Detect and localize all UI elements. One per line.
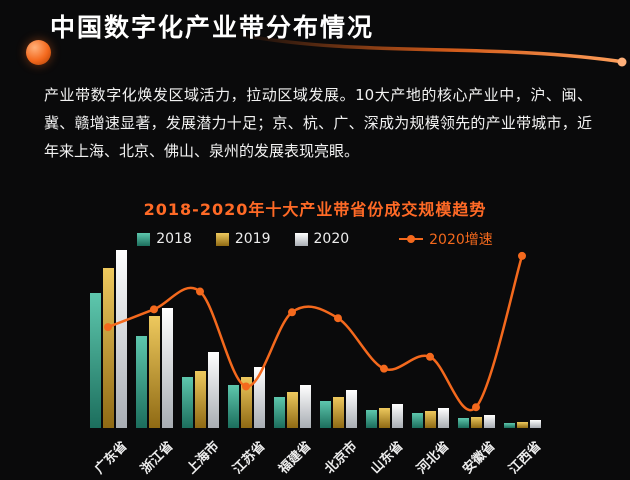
bar-2019-上海市 [194, 371, 206, 428]
bar-line-chart: 广东省 浙江省 上海市 江苏省 福建省 北京市 山东省 河北省 安徽省 江西省 [85, 250, 545, 477]
x-axis-label-安徽省: 安徽省 [460, 438, 499, 478]
x-axis-labels: 广东省 浙江省 上海市 江苏省 福建省 北京市 山东省 河北省 安徽省 江西省 [85, 428, 545, 480]
bar-group-山东省 [361, 250, 407, 428]
growth-point-安徽省 [472, 403, 480, 412]
bar-group-河北省 [407, 250, 453, 428]
bar-group-江西省 [499, 250, 545, 428]
bar-group-福建省 [269, 250, 315, 428]
page-title: 中国数字化产业带分布情况 [50, 13, 375, 42]
bar-2019-广东省 [102, 268, 114, 428]
bar-2018-福建省 [273, 397, 285, 428]
chart-title: 2018-2020年十大产业带省份成交规模趋势 [143, 200, 487, 219]
legend-line-dot [407, 235, 416, 243]
growth-point-浙江省 [150, 305, 158, 314]
bar-2019-浙江省 [148, 316, 160, 428]
legend-item-2020: 2020 [294, 231, 350, 247]
chart-legend: 2018 2019 2020 2020增速 [0, 229, 630, 249]
bar-2018-浙江省 [135, 336, 147, 428]
bar-2018-江西省 [503, 423, 515, 428]
legend-label-2018: 2018 [156, 231, 192, 247]
bar-2018-广东省 [89, 293, 101, 428]
bar-2019-江西省 [516, 422, 528, 428]
bar-2020-浙江省 [161, 308, 173, 428]
x-axis-label-山东省: 山东省 [368, 438, 407, 478]
bar-2020-上海市 [207, 352, 219, 428]
bar-group-江苏省 [223, 250, 269, 428]
bar-group-上海市 [177, 250, 223, 428]
growth-point-上海市 [196, 287, 204, 296]
x-axis-label-江西省: 江西省 [506, 438, 545, 478]
growth-line-overlay [104, 251, 526, 412]
x-axis-label-江苏省: 江苏省 [230, 438, 269, 478]
legend-swatch-2018 [137, 232, 151, 246]
x-axis-label-福建省: 福建省 [276, 438, 315, 478]
bar-2018-河北省 [411, 413, 423, 428]
bar-2018-北京市 [319, 401, 331, 428]
bar-2019-北京市 [332, 397, 344, 428]
growth-point-广东省 [104, 323, 112, 332]
comet-head-dot [617, 57, 627, 67]
bar-2020-福建省 [299, 385, 311, 428]
bar-2019-安徽省 [470, 417, 482, 428]
bar-series-area [85, 250, 545, 428]
x-axis-label-北京市: 北京市 [322, 438, 361, 478]
growth-point-江西省 [518, 251, 526, 260]
legend-item-2018: 2018 [137, 231, 192, 247]
bar-2019-河北省 [424, 411, 436, 428]
bar-group-北京市 [315, 250, 361, 428]
legend-item-2020增速: 2020增速 [399, 229, 493, 249]
orange-comet-ball-decor [26, 40, 51, 65]
legend-label-2020: 2020 [313, 231, 350, 247]
bar-group-安徽省 [453, 250, 499, 428]
legend-label-2020增速: 2020增速 [429, 232, 493, 248]
x-axis-label-河北省: 河北省 [414, 438, 453, 478]
growth-point-江苏省 [242, 382, 250, 391]
x-axis-label-浙江省: 浙江省 [138, 438, 177, 478]
bar-2018-上海市 [181, 377, 193, 428]
legend-label-2019: 2019 [234, 231, 271, 247]
bar-2020-江苏省 [253, 367, 265, 428]
growth-point-山东省 [380, 364, 388, 373]
bar-2020-安徽省 [483, 415, 495, 428]
growth-point-河北省 [426, 352, 434, 361]
bar-2019-福建省 [286, 392, 298, 428]
legend-swatch-2019 [215, 232, 229, 246]
bar-group-广东省 [85, 250, 131, 428]
growth-line [106, 254, 524, 412]
bar-2020-江西省 [529, 420, 541, 428]
intro-paragraph: 产业带数字化焕发区域活力，拉动区域发展。10大产地的核心产业中，沪、闽、冀、赣增… [44, 86, 592, 160]
bar-2019-山东省 [378, 408, 390, 428]
bar-2020-广东省 [115, 250, 127, 428]
bar-2020-北京市 [345, 390, 357, 428]
bar-group-浙江省 [131, 250, 177, 428]
bar-2018-山东省 [365, 410, 377, 428]
x-axis-label-广东省: 广东省 [92, 438, 131, 478]
legend-swatch-2020 [294, 232, 308, 246]
bar-2018-安徽省 [457, 418, 469, 428]
growth-point-福建省 [288, 308, 296, 317]
growth-point-北京市 [334, 314, 342, 323]
bar-2020-河北省 [437, 408, 449, 428]
bar-2020-山东省 [391, 404, 403, 428]
x-axis-label-上海市: 上海市 [184, 438, 223, 478]
bar-2019-江苏省 [240, 377, 252, 428]
legend-line-marker [399, 235, 424, 243]
legend-item-2019: 2019 [215, 231, 271, 247]
bar-2018-江苏省 [227, 385, 239, 428]
